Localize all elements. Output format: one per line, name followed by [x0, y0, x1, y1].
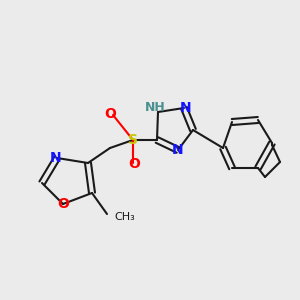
Text: O: O — [105, 106, 116, 121]
Text: O: O — [57, 197, 69, 211]
Text: CH₃: CH₃ — [115, 212, 135, 222]
Text: N: N — [50, 151, 61, 165]
Text: S: S — [128, 133, 138, 147]
Text: NH: NH — [145, 101, 165, 114]
Text: N: N — [172, 143, 184, 157]
Text: N: N — [180, 101, 191, 115]
Text: O: O — [129, 158, 140, 172]
